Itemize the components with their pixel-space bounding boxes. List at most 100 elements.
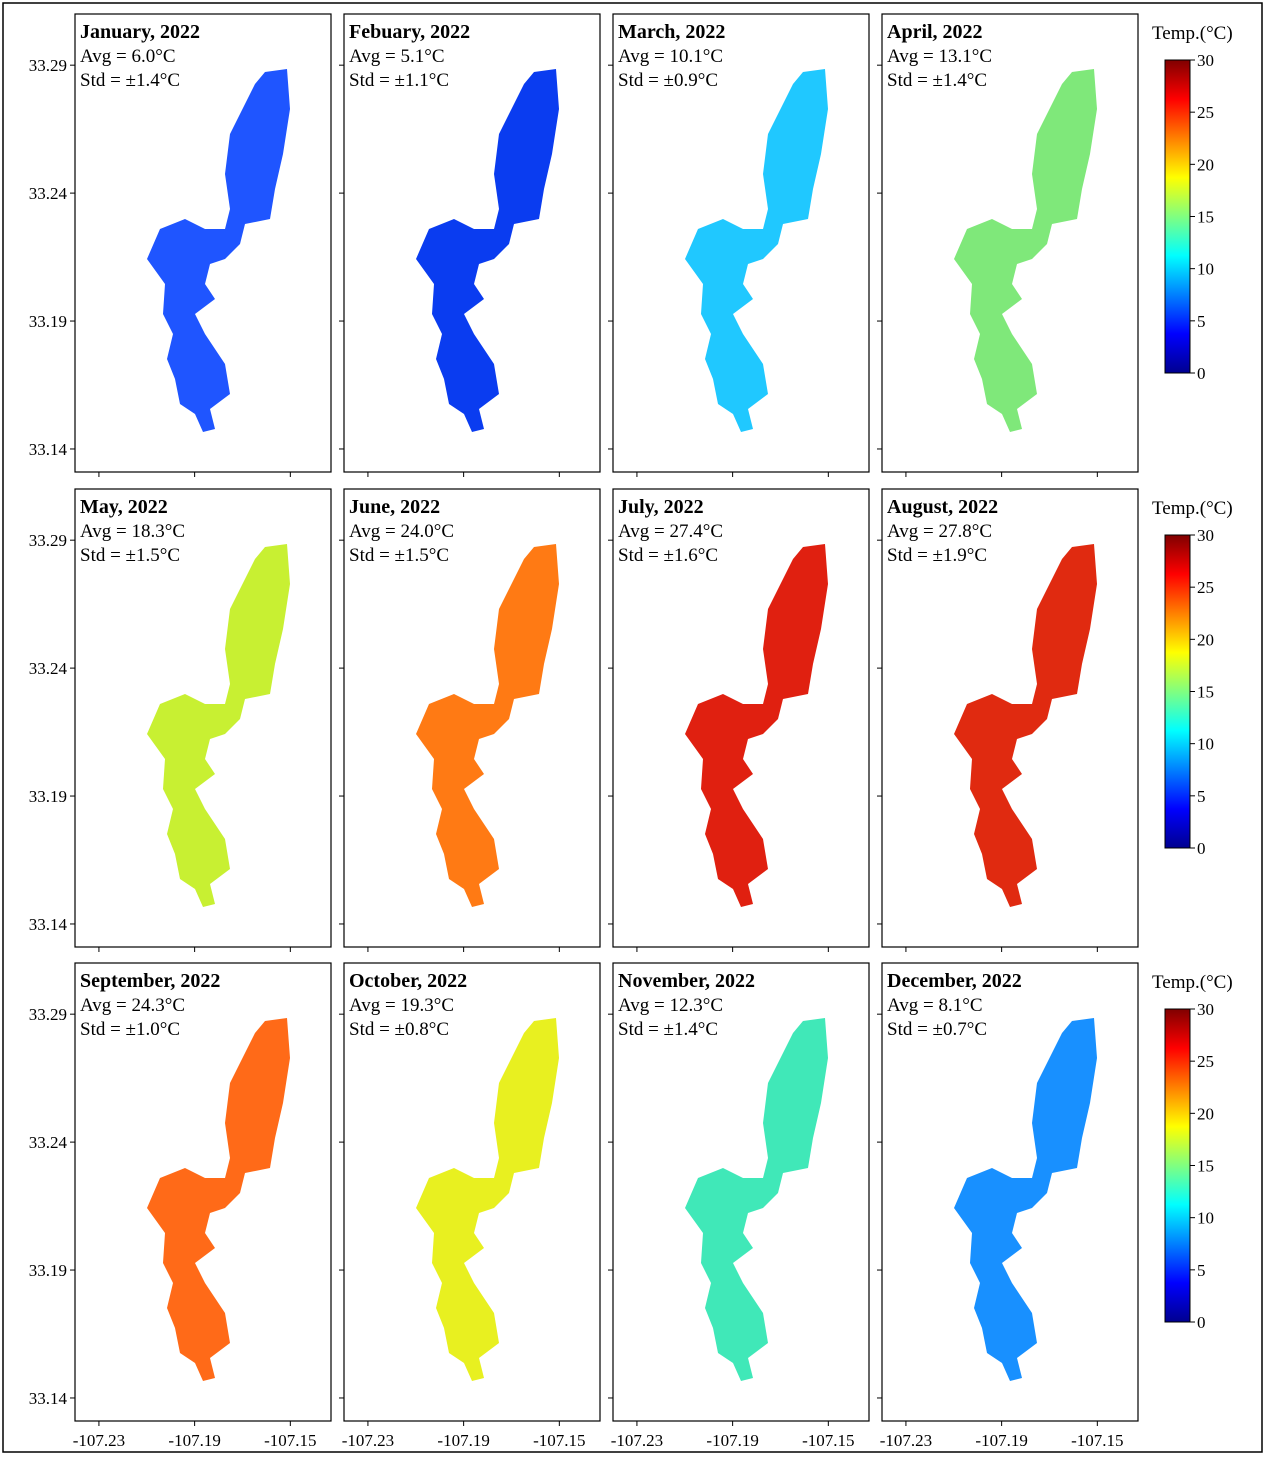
y-tick-label: 33.29	[29, 56, 67, 75]
std-label: Std = ±1.4°C	[887, 70, 987, 91]
x-tick-label: -107.23	[342, 1431, 394, 1450]
std-label: Std = ±1.5°C	[349, 545, 449, 566]
lake	[954, 544, 1097, 907]
y-tick-label: 33.29	[29, 1005, 67, 1024]
avg-label: Avg = 18.3°C	[80, 521, 185, 542]
lake	[147, 1018, 290, 1381]
std-label: Std = ±0.9°C	[618, 70, 718, 91]
avg-label: Avg = 24.3°C	[80, 995, 185, 1016]
lake	[954, 1018, 1097, 1381]
y-tick-label: 33.29	[29, 531, 67, 550]
colorbar-tick-label: 10	[1197, 260, 1214, 279]
x-tick-label: -107.15	[533, 1431, 585, 1450]
colorbar-label: Temp.(°C)	[1152, 972, 1233, 993]
colorbar-tick-label: 10	[1197, 735, 1214, 754]
avg-label: Avg = 27.4°C	[618, 521, 723, 542]
colorbar-tick-label: 0	[1197, 839, 1206, 858]
lake	[416, 1018, 559, 1381]
panel-title: October, 2022	[349, 970, 467, 992]
colorbar-tick-label: 5	[1197, 1261, 1206, 1280]
colorbar-tick-label: 0	[1197, 364, 1206, 383]
colorbar-tick-label: 0	[1197, 1313, 1206, 1332]
avg-label: Avg = 8.1°C	[887, 995, 983, 1016]
x-tick-label: -107.19	[437, 1431, 489, 1450]
avg-label: Avg = 10.1°C	[618, 46, 723, 67]
x-tick-label: -107.15	[1071, 1431, 1123, 1450]
panel-title: December, 2022	[887, 970, 1022, 992]
panel-title: August, 2022	[887, 496, 998, 518]
colorbar-tick-label: 25	[1197, 103, 1214, 122]
x-tick-label: -107.19	[975, 1431, 1027, 1450]
lake	[147, 69, 290, 432]
colorbar	[1164, 1008, 1191, 1323]
avg-label: Avg = 19.3°C	[349, 995, 454, 1016]
colorbar	[1164, 534, 1191, 849]
y-tick-label: 33.14	[29, 1389, 68, 1408]
avg-label: Avg = 24.0°C	[349, 521, 454, 542]
std-label: Std = ±1.1°C	[349, 70, 449, 91]
avg-label: Avg = 13.1°C	[887, 46, 992, 67]
std-label: Std = ±1.9°C	[887, 545, 987, 566]
lake	[416, 69, 559, 432]
y-tick-label: 33.24	[29, 1133, 68, 1152]
panel-title: September, 2022	[80, 970, 220, 992]
lake	[685, 1018, 828, 1381]
std-label: Std = ±0.8°C	[349, 1019, 449, 1040]
colorbar-tick-label: 20	[1197, 1104, 1214, 1123]
std-label: Std = ±1.4°C	[80, 70, 180, 91]
y-tick-label: 33.24	[29, 659, 68, 678]
panel-title: January, 2022	[80, 21, 200, 43]
colorbar-tick-label: 30	[1197, 51, 1214, 70]
panel-title: May, 2022	[80, 496, 168, 518]
std-label: Std = ±1.5°C	[80, 545, 180, 566]
y-tick-label: 33.19	[29, 312, 67, 331]
lake	[685, 544, 828, 907]
avg-label: Avg = 5.1°C	[349, 46, 445, 67]
lake	[685, 69, 828, 432]
colorbar	[1164, 59, 1191, 374]
y-tick-label: 33.19	[29, 1261, 67, 1280]
panel-title: June, 2022	[349, 496, 440, 518]
y-tick-label: 33.19	[29, 787, 67, 806]
colorbar-tick-label: 20	[1197, 155, 1214, 174]
colorbar-tick-label: 30	[1197, 526, 1214, 545]
avg-label: Avg = 6.0°C	[80, 46, 176, 67]
std-label: Std = ±1.6°C	[618, 545, 718, 566]
colorbar-label: Temp.(°C)	[1152, 498, 1233, 519]
avg-label: Avg = 12.3°C	[618, 995, 723, 1016]
y-tick-label: 33.24	[29, 184, 68, 203]
panel-title: November, 2022	[618, 970, 755, 992]
panel-title: July, 2022	[618, 496, 704, 518]
x-tick-label: -107.23	[611, 1431, 663, 1450]
lake	[147, 544, 290, 907]
colorbar-tick-label: 25	[1197, 578, 1214, 597]
colorbar-tick-label: 30	[1197, 1000, 1214, 1019]
y-tick-label: 33.14	[29, 440, 68, 459]
colorbar-tick-label: 15	[1197, 683, 1214, 702]
lake	[416, 544, 559, 907]
colorbar-tick-label: 5	[1197, 312, 1206, 331]
colorbar-tick-label: 10	[1197, 1209, 1214, 1228]
panel-title: Febuary, 2022	[349, 21, 470, 43]
panel-title: April, 2022	[887, 21, 983, 43]
std-label: Std = ±1.4°C	[618, 1019, 718, 1040]
colorbar-tick-label: 25	[1197, 1052, 1214, 1071]
x-tick-label: -107.23	[880, 1431, 932, 1450]
std-label: Std = ±1.0°C	[80, 1019, 180, 1040]
x-tick-label: -107.23	[73, 1431, 125, 1450]
colorbar-label: Temp.(°C)	[1152, 23, 1233, 44]
colorbar-tick-label: 20	[1197, 630, 1214, 649]
panel-title: March, 2022	[618, 21, 725, 43]
x-tick-label: -107.15	[264, 1431, 316, 1450]
colorbar-tick-label: 5	[1197, 787, 1206, 806]
y-tick-label: 33.14	[29, 915, 68, 934]
std-label: Std = ±0.7°C	[887, 1019, 987, 1040]
x-tick-label: -107.19	[168, 1431, 220, 1450]
lake	[954, 69, 1097, 432]
colorbar-tick-label: 15	[1197, 208, 1214, 227]
avg-label: Avg = 27.8°C	[887, 521, 992, 542]
x-tick-label: -107.15	[802, 1431, 854, 1450]
x-tick-label: -107.19	[706, 1431, 758, 1450]
